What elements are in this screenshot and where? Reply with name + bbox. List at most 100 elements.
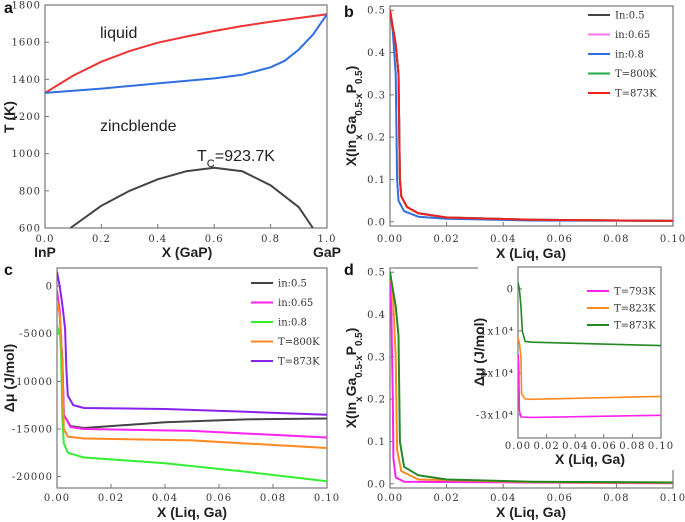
x-tick-label: 0.06 bbox=[547, 234, 573, 245]
y-tick-label: 0.2 bbox=[367, 395, 386, 406]
x-tick-label: 0.08 bbox=[260, 493, 286, 504]
x-tick-label: 0.02 bbox=[433, 493, 459, 504]
y-tick-label: 0.0 bbox=[367, 217, 386, 228]
y-tick-label: 600 bbox=[19, 224, 41, 235]
series-line-in:0.8 bbox=[390, 10, 673, 222]
plot-frame-d-inset bbox=[517, 266, 662, 439]
annotation-zincblende: zincblende bbox=[100, 118, 177, 135]
x-tick-label: 0.04 bbox=[562, 441, 588, 452]
legend-label: T=873K bbox=[278, 357, 320, 368]
series-line-1 bbox=[45, 13, 327, 94]
x-axis-label: X (Liq, Ga) bbox=[157, 504, 227, 520]
y-tick-label: 0.5 bbox=[367, 268, 386, 279]
y-tick-label: -10000 bbox=[12, 377, 53, 388]
y-tick-label: -1x10⁴ bbox=[476, 326, 514, 337]
legend-label: In:0.5 bbox=[615, 11, 645, 22]
series-line-0 bbox=[45, 13, 327, 94]
y-axis-label-part: X(In bbox=[343, 402, 359, 428]
annotation-liquid: liquid bbox=[100, 25, 137, 42]
y-axis-label-part: P bbox=[343, 84, 359, 93]
y-axis-label-part: Ga bbox=[343, 377, 359, 396]
plot-frame-a bbox=[44, 4, 328, 229]
y-tick-label: 0.4 bbox=[367, 310, 386, 321]
y-axis-label-part: ) bbox=[343, 328, 359, 333]
series-line-T=873K bbox=[390, 10, 673, 222]
y-tick-label: 1800 bbox=[12, 1, 41, 12]
x-axis-label: X (Liq, Ga) bbox=[496, 245, 566, 261]
x-tick-label: 0.10 bbox=[314, 493, 340, 504]
inset-background bbox=[478, 263, 675, 470]
x-axis-label: X (Liq, Ga) bbox=[555, 451, 625, 467]
legend-label: T=793K bbox=[614, 287, 656, 298]
x-tick-label: 0.6 bbox=[205, 234, 224, 245]
y-tick-label: 0.1 bbox=[367, 175, 386, 186]
annotation-tc-part: C bbox=[207, 158, 215, 170]
x-end-label-right: GaP bbox=[313, 244, 341, 260]
x-tick-label: 0.08 bbox=[603, 234, 629, 245]
legend-label: T=800K bbox=[615, 69, 657, 80]
panel-letter-a: a bbox=[4, 0, 13, 17]
y-axis-label-part: 0.5-x bbox=[354, 355, 365, 378]
plot-frame-b bbox=[389, 5, 674, 227]
series-line-T=800K bbox=[57, 300, 327, 449]
x-tick-label: 0.4 bbox=[148, 234, 167, 245]
y-tick-label: 0 bbox=[507, 284, 514, 295]
y-axis-label: X(InxGa0.5-xP0.5) bbox=[343, 328, 365, 429]
annotation-tc-part: =923.7K bbox=[215, 148, 275, 165]
series-line-in:0.65 bbox=[390, 10, 673, 222]
x-tick-label: 0.02 bbox=[433, 234, 459, 245]
x-tick-label: 0.10 bbox=[660, 493, 685, 504]
y-tick-label: 0.4 bbox=[367, 48, 386, 59]
panel-letter-c: c bbox=[4, 262, 13, 279]
y-axis-label-part: x bbox=[354, 134, 365, 140]
x-tick-label: 0.00 bbox=[377, 234, 403, 245]
x-tick-label: 0.10 bbox=[660, 234, 685, 245]
annotation-tc: TC=923.7K bbox=[197, 148, 275, 170]
x-tick-label: 0.02 bbox=[98, 493, 124, 504]
x-tick-label: 0.2 bbox=[92, 234, 111, 245]
legend-label: T=873K bbox=[614, 321, 656, 332]
y-tick-label: 1400 bbox=[12, 75, 41, 86]
x-tick-label: 0.00 bbox=[44, 493, 70, 504]
x-tick-label: 0.08 bbox=[619, 441, 645, 452]
y-axis-label: Δμ (J/mol) bbox=[1, 344, 17, 412]
legend-label: in:0.65 bbox=[615, 30, 650, 41]
y-tick-label: 0.3 bbox=[367, 90, 386, 101]
y-axis-label-part: x bbox=[354, 396, 365, 402]
plot-frame-c bbox=[56, 267, 328, 489]
y-tick-label: 0 bbox=[46, 282, 53, 293]
series-line-2 bbox=[390, 272, 673, 484]
series-line-T=873K bbox=[518, 282, 661, 347]
series-line-2 bbox=[69, 166, 314, 228]
y-axis-label-part: Ga bbox=[343, 115, 359, 134]
y-tick-label: -2x10⁴ bbox=[476, 368, 514, 379]
legend-label: T=800K bbox=[278, 337, 320, 348]
legend-label: in:0.8 bbox=[278, 318, 307, 329]
y-axis-label-part: 0.5 bbox=[354, 332, 365, 346]
series-line-T=823K bbox=[518, 337, 661, 401]
y-tick-label: 1000 bbox=[12, 149, 41, 160]
series-line-In:0.5 bbox=[390, 10, 673, 222]
legend-label: T=873K bbox=[615, 89, 657, 100]
y-axis-label: X(InxGa0.5-xP0.5) bbox=[343, 66, 365, 167]
x-tick-label: 0.04 bbox=[152, 493, 178, 504]
x-tick-label: 0.0 bbox=[36, 234, 55, 245]
x-end-label-left: InP bbox=[34, 244, 56, 260]
series-line-0 bbox=[390, 272, 673, 485]
y-axis-label: T (K) bbox=[1, 101, 17, 133]
y-tick-label: 1200 bbox=[12, 112, 41, 123]
legend-label: in:0.8 bbox=[615, 50, 644, 61]
y-axis-label-part: 0.5 bbox=[354, 70, 365, 84]
legend-label: T=823K bbox=[614, 304, 656, 315]
y-axis-label: Δμ (J/mol) bbox=[471, 318, 487, 386]
y-tick-label: -15000 bbox=[12, 424, 53, 435]
panel-letter-d: d bbox=[344, 262, 354, 279]
x-tick-label: 0.8 bbox=[261, 234, 280, 245]
x-tick-label: 0.02 bbox=[533, 441, 559, 452]
y-axis-label-part: P bbox=[343, 346, 359, 355]
series-line-T=873K bbox=[57, 271, 327, 416]
x-tick-label: 0.04 bbox=[490, 493, 516, 504]
series-line-in:0.8 bbox=[57, 324, 327, 483]
y-tick-label: 0.5 bbox=[367, 6, 386, 17]
